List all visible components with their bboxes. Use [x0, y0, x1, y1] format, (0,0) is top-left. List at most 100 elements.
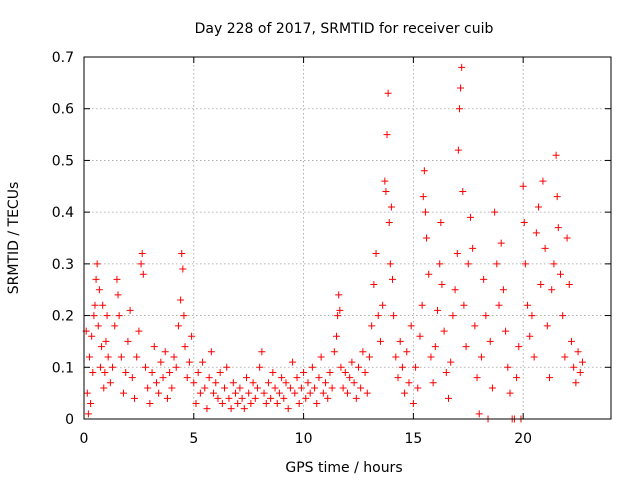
data-point: [104, 353, 112, 361]
data-point: [530, 353, 538, 361]
axis-ticks: 0 5 10 15 20 0 0.1 0.2 0.3 0.4 0.5 0.6 0.7: [52, 50, 611, 447]
data-point: [297, 384, 305, 392]
x-tick-label: 0: [80, 431, 89, 447]
data-point: [563, 234, 571, 242]
data-point: [455, 105, 463, 113]
data-point: [376, 337, 384, 345]
data-points: [82, 63, 586, 423]
data-point: [306, 389, 314, 397]
data-point: [334, 312, 342, 320]
data-point: [223, 363, 231, 371]
data-point: [341, 368, 349, 376]
data-point: [124, 337, 132, 345]
data-point: [236, 384, 244, 392]
data-point: [264, 379, 272, 387]
data-point: [350, 379, 358, 387]
data-point: [419, 193, 427, 201]
data-point: [83, 389, 91, 397]
y-axis-label: SRMTID / TECUs: [6, 182, 22, 295]
data-point: [543, 322, 551, 330]
data-point: [152, 379, 160, 387]
data-point: [227, 405, 235, 413]
data-point: [473, 374, 481, 382]
data-point: [203, 405, 211, 413]
data-point: [324, 394, 332, 402]
data-point: [567, 337, 575, 345]
data-point: [172, 363, 180, 371]
data-point: [431, 343, 439, 351]
data-point: [238, 394, 246, 402]
data-point: [205, 374, 213, 382]
data-point: [85, 353, 93, 361]
data-point: [117, 353, 125, 361]
data-point: [528, 312, 536, 320]
data-point: [96, 363, 104, 371]
data-point: [300, 368, 308, 376]
data-point: [425, 270, 433, 278]
data-point: [405, 379, 413, 387]
data-point: [295, 399, 303, 407]
data-point: [469, 244, 477, 252]
data-point: [98, 343, 106, 351]
data-point: [385, 218, 393, 226]
y-tick-label: 0: [65, 412, 74, 428]
data-point: [126, 306, 134, 314]
x-axis-label: GPS time / hours: [285, 460, 402, 476]
data-point: [234, 399, 242, 407]
data-point: [379, 301, 387, 309]
plot-frame: [83, 56, 612, 420]
data-point: [101, 368, 109, 376]
data-point: [262, 399, 270, 407]
data-point: [275, 389, 283, 397]
data-point: [416, 332, 424, 340]
data-point: [578, 358, 586, 366]
data-point: [421, 208, 429, 216]
data-point: [346, 374, 354, 382]
data-point: [170, 353, 178, 361]
data-point: [273, 399, 281, 407]
data-point: [91, 301, 99, 309]
data-point: [521, 260, 529, 268]
data-point: [291, 389, 299, 397]
data-point: [289, 358, 297, 366]
data-point: [194, 368, 202, 376]
data-point: [155, 389, 163, 397]
data-point: [526, 332, 534, 340]
data-point: [414, 384, 422, 392]
data-point: [471, 322, 479, 330]
data-point: [384, 89, 392, 97]
y-tick-label: 0.6: [52, 102, 74, 118]
data-point: [412, 363, 420, 371]
data-point: [87, 399, 95, 407]
data-point: [240, 405, 248, 413]
data-point: [232, 389, 240, 397]
data-point: [437, 218, 445, 226]
x-tick-label: 20: [514, 431, 532, 447]
data-point: [218, 399, 226, 407]
data-point: [480, 275, 488, 283]
data-point: [574, 348, 582, 356]
data-point: [440, 327, 448, 335]
data-point: [401, 389, 409, 397]
data-point: [114, 291, 122, 299]
data-point: [139, 270, 147, 278]
data-point: [113, 275, 121, 283]
data-point: [361, 368, 369, 376]
data-point: [269, 368, 277, 376]
data-point: [436, 260, 444, 268]
data-point: [144, 384, 152, 392]
data-point: [535, 203, 543, 211]
data-point: [462, 343, 470, 351]
data-point: [249, 379, 257, 387]
y-tick-label: 0.7: [52, 50, 74, 66]
data-point: [207, 348, 215, 356]
data-point: [344, 389, 351, 397]
data-point: [137, 260, 145, 268]
data-point: [138, 250, 146, 258]
data-point: [359, 348, 367, 356]
data-point: [183, 374, 191, 382]
data-point: [398, 363, 406, 371]
data-point: [286, 384, 294, 392]
data-point: [454, 146, 462, 154]
